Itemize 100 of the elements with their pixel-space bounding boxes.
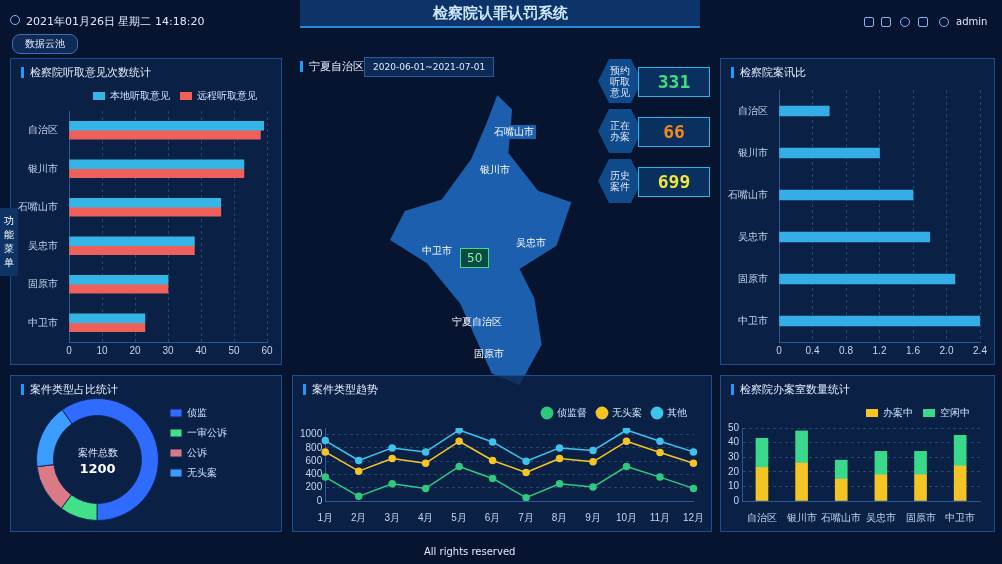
y-tick-label: 200 <box>305 481 323 493</box>
point <box>656 448 664 457</box>
category-label: 历史案件 <box>598 159 642 203</box>
x-tick-label: 3月 <box>384 511 400 523</box>
bar <box>69 274 169 285</box>
x-tick-label: 2.0 <box>939 344 954 356</box>
bar <box>69 168 245 179</box>
category-label: 正在办案 <box>598 109 642 153</box>
text: 1200 <box>79 460 116 476</box>
text: 宁夏自治区 <box>300 60 364 73</box>
point <box>522 468 530 477</box>
x-tick-label: 60 <box>261 344 273 356</box>
x-tick-label: 50 <box>228 344 240 356</box>
bar <box>779 231 931 243</box>
bar <box>69 313 146 324</box>
legend-label: 远程听取意见 <box>197 89 257 101</box>
y-tick-label: 30 <box>728 450 740 462</box>
bar <box>914 474 927 501</box>
bar <box>69 206 222 217</box>
point <box>622 437 631 446</box>
point <box>689 484 698 493</box>
bar <box>834 459 848 480</box>
x-tick-label: 1.2 <box>872 344 887 356</box>
x-tick-label: 自治区 <box>746 511 777 523</box>
y-tick-label: 0 <box>733 494 740 506</box>
bar <box>779 189 914 201</box>
bar <box>69 120 265 131</box>
point <box>455 428 463 434</box>
point <box>522 493 530 501</box>
x-tick-label: 1月 <box>317 511 334 523</box>
bar <box>69 197 222 208</box>
bar <box>779 105 830 117</box>
text: 检察院认罪认罚系统 <box>431 4 569 23</box>
legend-label: 本地听取意见 <box>110 89 170 101</box>
x-tick-label: 6月 <box>484 511 501 523</box>
text: All rights reserved <box>424 546 516 557</box>
x-tick-label: 7月 <box>518 511 534 523</box>
y-tick-label: 银川市 <box>737 146 768 158</box>
x-tick-label: 吴忠市 <box>865 511 896 523</box>
y-tick-label: 50 <box>728 421 740 433</box>
point <box>455 437 463 446</box>
x-tick-label: 20 <box>129 344 141 356</box>
text: 功能菜单 <box>0 208 18 276</box>
y-tick-label: 银川市 <box>27 162 58 174</box>
y-tick-label: 40 <box>728 436 740 448</box>
y-tick-label: 0 <box>316 494 323 506</box>
bar <box>834 478 848 501</box>
point <box>589 446 597 455</box>
text: 数据云池 <box>12 34 78 54</box>
x-tick-label: 9月 <box>585 511 601 523</box>
point <box>421 459 430 467</box>
bar <box>69 159 245 170</box>
x-tick-label: 4月 <box>417 511 434 523</box>
chart-title: 案件类型趋势 <box>303 383 378 396</box>
point <box>522 457 530 465</box>
data-label: 699 <box>638 167 710 197</box>
legend-label: 无头案 <box>612 406 642 418</box>
x-tick-label: 10月 <box>615 511 638 523</box>
x-tick-label: 2月 <box>350 511 367 523</box>
data-label: 66 <box>638 117 710 147</box>
bar <box>779 315 980 327</box>
point <box>321 448 329 456</box>
x-tick-label: 11月 <box>649 511 671 523</box>
legend-label: 办案中 <box>883 406 913 418</box>
x-tick-label: 1.6 <box>906 344 921 356</box>
y-tick-label: 固原市 <box>28 278 58 289</box>
point <box>656 473 664 481</box>
bar <box>779 273 956 285</box>
text: 石嘴山市 <box>492 125 536 139</box>
bar <box>755 437 769 468</box>
point <box>555 480 564 488</box>
x-tick-label: 银川市 <box>785 511 817 523</box>
point <box>388 444 396 452</box>
point <box>388 480 396 488</box>
bar <box>69 245 195 256</box>
x-tick-label: 10 <box>96 344 108 356</box>
point <box>689 448 698 456</box>
y-tick-label: 600 <box>305 454 323 466</box>
y-tick-label: 400 <box>305 468 323 480</box>
y-tick-label: 10 <box>728 480 740 492</box>
y-tick-label: 吴忠市 <box>28 239 58 251</box>
y-tick-label: 石嘴山市 <box>728 188 768 200</box>
data-label: 331 <box>638 67 710 97</box>
bar <box>914 451 927 476</box>
x-tick-label: 中卫市 <box>945 511 976 523</box>
bar <box>69 283 169 294</box>
x-tick-label: 12月 <box>682 511 704 523</box>
x-tick-label: 0 <box>776 344 783 356</box>
legend-label: 其他 <box>667 406 687 418</box>
legend-label: 无头案 <box>187 466 217 478</box>
point <box>421 484 430 493</box>
point <box>321 436 329 445</box>
x-tick-label: 0.4 <box>805 344 820 356</box>
x-tick-label: 固原市 <box>905 511 936 523</box>
bar <box>795 462 808 501</box>
bar <box>795 430 808 464</box>
point <box>689 459 698 467</box>
text: 吴忠市 <box>516 236 546 250</box>
bar <box>69 236 195 247</box>
y-tick-label: 吴忠市 <box>738 230 768 242</box>
